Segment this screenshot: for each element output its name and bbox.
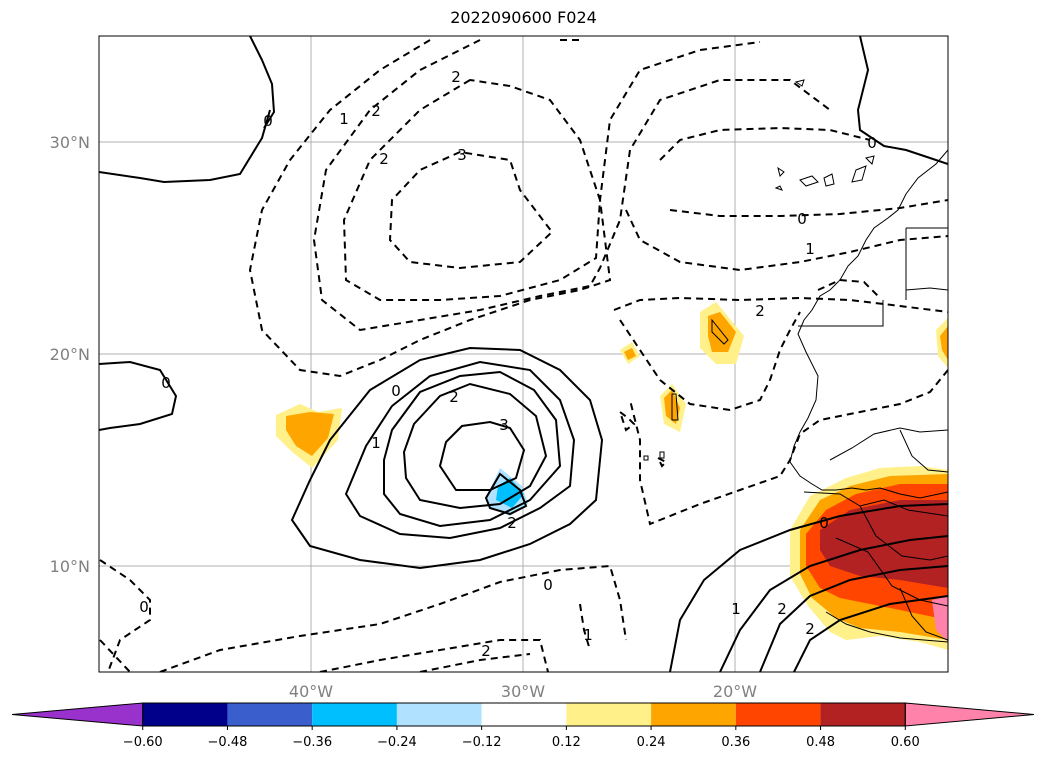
contour-label: 0	[139, 598, 149, 616]
contour-label: 2	[777, 600, 787, 618]
colorbar-segment	[396, 703, 482, 726]
shade-blob-small-2	[624, 348, 636, 360]
positive-contours	[99, 36, 948, 672]
colorbar-tick-label: 0.24	[637, 735, 666, 750]
longitude-labels: 40°W 30°W 20°W	[289, 682, 757, 701]
colorbar-segment	[481, 703, 567, 726]
colorbar-tick-label: −0.36	[292, 735, 332, 750]
contour-labels: 0 1 2 2 3 0 1 2 0 3 2 1 0 2 0 0 1 2 0 1 …	[139, 68, 877, 660]
map-frame	[98, 35, 949, 673]
colorbar-segment	[651, 703, 736, 726]
colorbar-segment	[312, 703, 397, 726]
contour-label: 1	[731, 600, 741, 618]
negative-contours	[99, 39, 948, 672]
shade-blob-east-edge-orange	[940, 326, 948, 360]
contour-label: 2	[805, 620, 815, 638]
contour-label: 2	[481, 642, 491, 660]
colorbar-segment	[566, 703, 652, 726]
lon-label: 20°W	[713, 682, 757, 701]
contour-label: 2	[507, 514, 517, 532]
contour-label: 1	[339, 110, 349, 128]
colorbar-tick-label: −0.60	[123, 735, 163, 750]
colorbar-segment	[227, 703, 313, 726]
contour-label: 0	[391, 382, 401, 400]
contour-label: 0	[263, 112, 273, 130]
lon-label: 40°W	[289, 682, 333, 701]
shade-blob-west-orange	[286, 412, 334, 456]
colorbar-extend-high	[904, 702, 1035, 727]
latitude-labels: 30°N 20°N 10°N	[50, 133, 90, 576]
colorbar-extend-low	[11, 702, 144, 727]
contour-label: 3	[457, 146, 467, 164]
colorbar-tick-label: 0.48	[806, 735, 835, 750]
coastlines	[643, 79, 948, 643]
lon-label: 30°W	[501, 682, 545, 701]
colorbar-segment	[820, 703, 906, 726]
contour-label: 2	[755, 302, 765, 320]
contour-label: 0	[819, 514, 829, 532]
contour-label: 2	[451, 68, 461, 86]
contour-label: 1	[805, 240, 815, 258]
colorbar-tick-label: −0.24	[377, 735, 417, 750]
colorbar-outline	[142, 702, 906, 727]
shade-blob-blue	[496, 478, 524, 508]
map-title: 2022090600 F024	[450, 8, 597, 27]
contour-label: 2	[449, 388, 459, 406]
contour-label: 0	[161, 374, 171, 392]
colorbar-tick-label: −0.48	[208, 735, 248, 750]
contour-label: 2	[371, 102, 381, 120]
colorbar-segment	[735, 703, 821, 726]
lat-label: 30°N	[50, 133, 90, 152]
contour-label: 3	[499, 416, 509, 434]
colorbar-tick-label: −0.12	[462, 735, 502, 750]
contour-label: 1	[583, 626, 593, 644]
shade-africa-dark-red	[820, 500, 948, 588]
contour-label: 0	[867, 134, 877, 152]
contour-label: 1	[371, 434, 381, 452]
colorbar-tick-label: 0.36	[721, 735, 750, 750]
contour-label: 0	[797, 210, 807, 228]
colorbar-tick-label: 0.12	[552, 735, 581, 750]
shaded-anomalies	[276, 302, 948, 650]
colorbar: −0.60 −0.48 −0.36 −0.24 −0.12 0.12 0.24 0.36 0.4…	[11, 702, 1035, 750]
shade-africa-pink	[932, 596, 948, 642]
contour-label: 2	[379, 150, 389, 168]
colorbar-segment	[142, 703, 228, 726]
colorbar-tick-label: 0.60	[891, 735, 920, 750]
lat-label: 10°N	[50, 557, 90, 576]
lat-label: 20°N	[50, 345, 90, 364]
contour-label: 0	[543, 576, 553, 594]
